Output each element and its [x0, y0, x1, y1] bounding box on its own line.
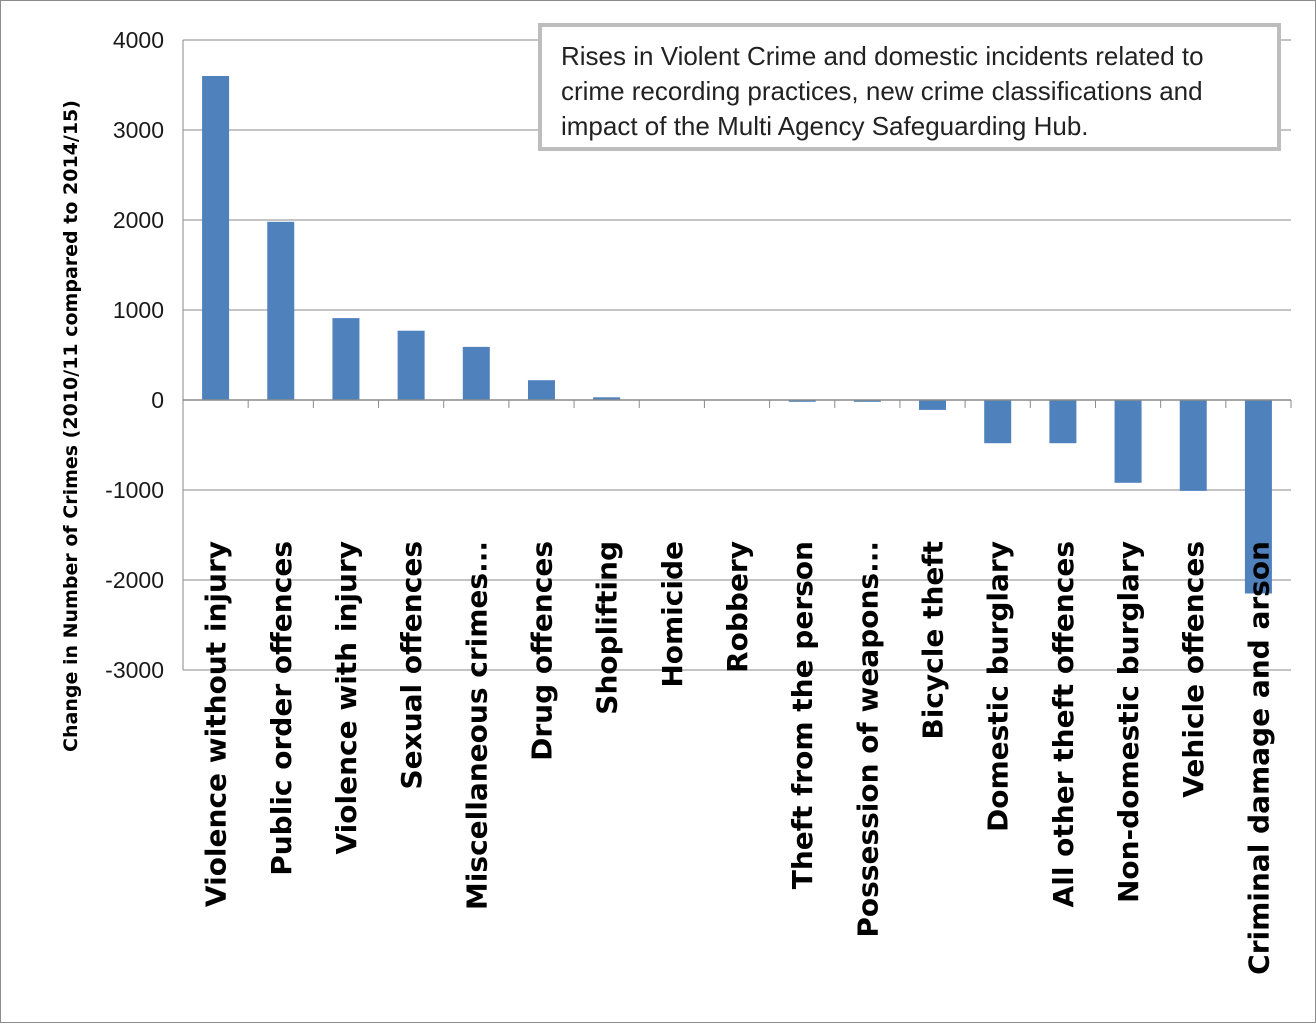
axes — [182, 40, 1292, 670]
bar — [1179, 400, 1207, 491]
y-tick-label: 0 — [151, 387, 164, 413]
x-tick-label: Miscellaneous crimes... — [460, 541, 493, 910]
x-tick-label: Theft from the person — [786, 541, 819, 889]
x-tick-label: Bicycle theft — [917, 541, 950, 740]
y-tick-label: 3000 — [113, 117, 164, 143]
bar — [788, 400, 816, 402]
annotation-box: Rises in Violent Crime and domestic inci… — [538, 23, 1281, 151]
bar — [332, 318, 360, 400]
y-tick-label: -2000 — [105, 567, 164, 593]
x-tick-label: Violence without injury — [200, 541, 233, 907]
y-tick-label: -3000 — [105, 657, 164, 683]
bar — [527, 380, 555, 400]
x-tick-label: Sexual offences — [395, 541, 428, 790]
y-tick-label: 2000 — [113, 207, 164, 233]
bars — [202, 76, 1272, 594]
y-tick-label: 1000 — [113, 297, 164, 323]
y-tick-label: -1000 — [105, 477, 164, 503]
x-tick-label: Homicide — [656, 541, 689, 688]
x-tick-label: Vehicle offences — [1177, 541, 1210, 798]
x-tick-label: Public order offences — [265, 541, 298, 876]
x-tick-label: Drug offences — [525, 541, 558, 761]
bar — [462, 346, 490, 400]
x-tick-label: Non-domestic burglary — [1112, 541, 1145, 903]
bar — [984, 400, 1012, 444]
x-tick-label: All other theft offences — [1047, 541, 1080, 907]
bar — [1114, 400, 1142, 483]
bar — [593, 397, 621, 400]
y-tick-labels: -3000 -2000 -1000 0 1000 2000 3000 4000 — [105, 27, 164, 683]
x-tick-label: Domestic burglary — [982, 541, 1015, 832]
bar — [1049, 400, 1077, 444]
x-tick-label: Shoplifting — [591, 541, 624, 715]
y-tick-label: 4000 — [113, 27, 164, 53]
bar — [397, 330, 425, 400]
x-tick-label: Criminal damage and arson — [1242, 541, 1275, 975]
bar — [267, 221, 295, 400]
x-tick-labels: Violence without injury Public order offe… — [200, 541, 1276, 975]
x-tick-label: Robbery — [721, 541, 754, 673]
bar — [919, 400, 947, 410]
y-axis-label: Change in Number of Crimes (2010/11 comp… — [60, 100, 82, 752]
x-tick-label: Possession of weapons... — [851, 541, 884, 938]
bar — [1244, 400, 1272, 594]
bar — [202, 76, 230, 400]
bar — [853, 400, 881, 402]
x-tick-label: Violence with injury — [330, 541, 363, 855]
